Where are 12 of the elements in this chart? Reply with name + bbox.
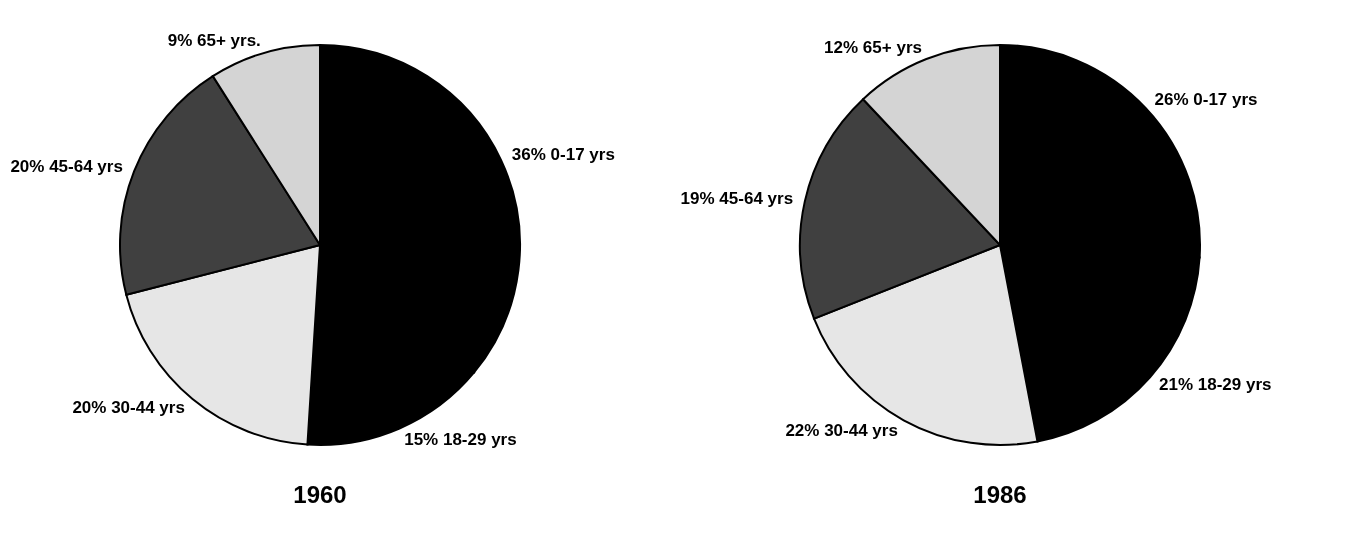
text: 1960: [293, 481, 347, 508]
slice-label: 15% 18-29 yrs: [404, 429, 517, 449]
text: 1986: [973, 481, 1027, 508]
slice-label: 12% 65+ yrs: [824, 37, 922, 57]
slice-label: 9% 65+ yrs.: [167, 31, 261, 51]
slice-label: 26% 0-17 yrs: [1154, 89, 1258, 109]
slice-label: 20% 45-64 yrs: [10, 156, 123, 176]
slice-label: 20% 30-44 yrs: [72, 398, 185, 418]
slice-label: 22% 30-44 yrs: [785, 420, 898, 440]
slice-label: 36% 0-17 yrs: [511, 144, 615, 164]
slice-label: 19% 45-64 yrs: [680, 188, 794, 208]
slice-label: 21% 18-29 yrs: [1159, 375, 1272, 395]
